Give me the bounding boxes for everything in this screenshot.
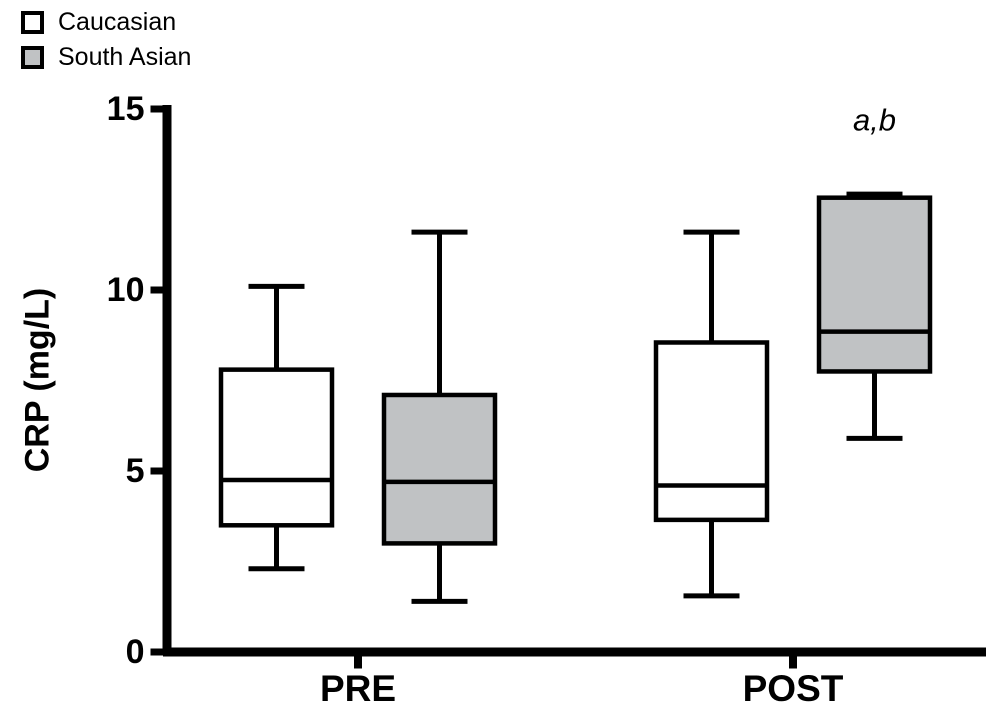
y-tick-label: 0 xyxy=(126,633,145,671)
y-axis-title: CRP (mg/L) xyxy=(18,287,57,473)
legend-label-south-asian: South Asian xyxy=(58,43,192,71)
legend-item-caucasian: Caucasian xyxy=(21,10,191,35)
boxplot-post-caucasian xyxy=(653,229,770,599)
legend-item-south-asian: South Asian xyxy=(21,45,191,70)
box-rect xyxy=(653,340,770,523)
x-tick-label-post: POST xyxy=(743,668,844,709)
box-rect xyxy=(381,392,498,546)
legend-label-caucasian: Caucasian xyxy=(58,8,177,36)
boxplot-pre-south-asian xyxy=(381,229,498,604)
boxplot-post-south-asian xyxy=(816,191,933,441)
significance-annotation: a,b xyxy=(853,103,896,138)
box-rect xyxy=(218,367,335,528)
x-tick-label-pre: PRE xyxy=(320,668,396,709)
caucasian-box-swatch-icon xyxy=(21,11,44,34)
legend: Caucasian South Asian xyxy=(21,10,191,80)
y-tick-label: 5 xyxy=(126,452,145,490)
y-tick-label: 10 xyxy=(107,271,145,309)
y-tick-label: 15 xyxy=(107,90,145,128)
boxplot-pre-caucasian xyxy=(218,283,335,572)
box-rect xyxy=(816,195,933,374)
south-asian-box-swatch-icon xyxy=(21,46,44,69)
